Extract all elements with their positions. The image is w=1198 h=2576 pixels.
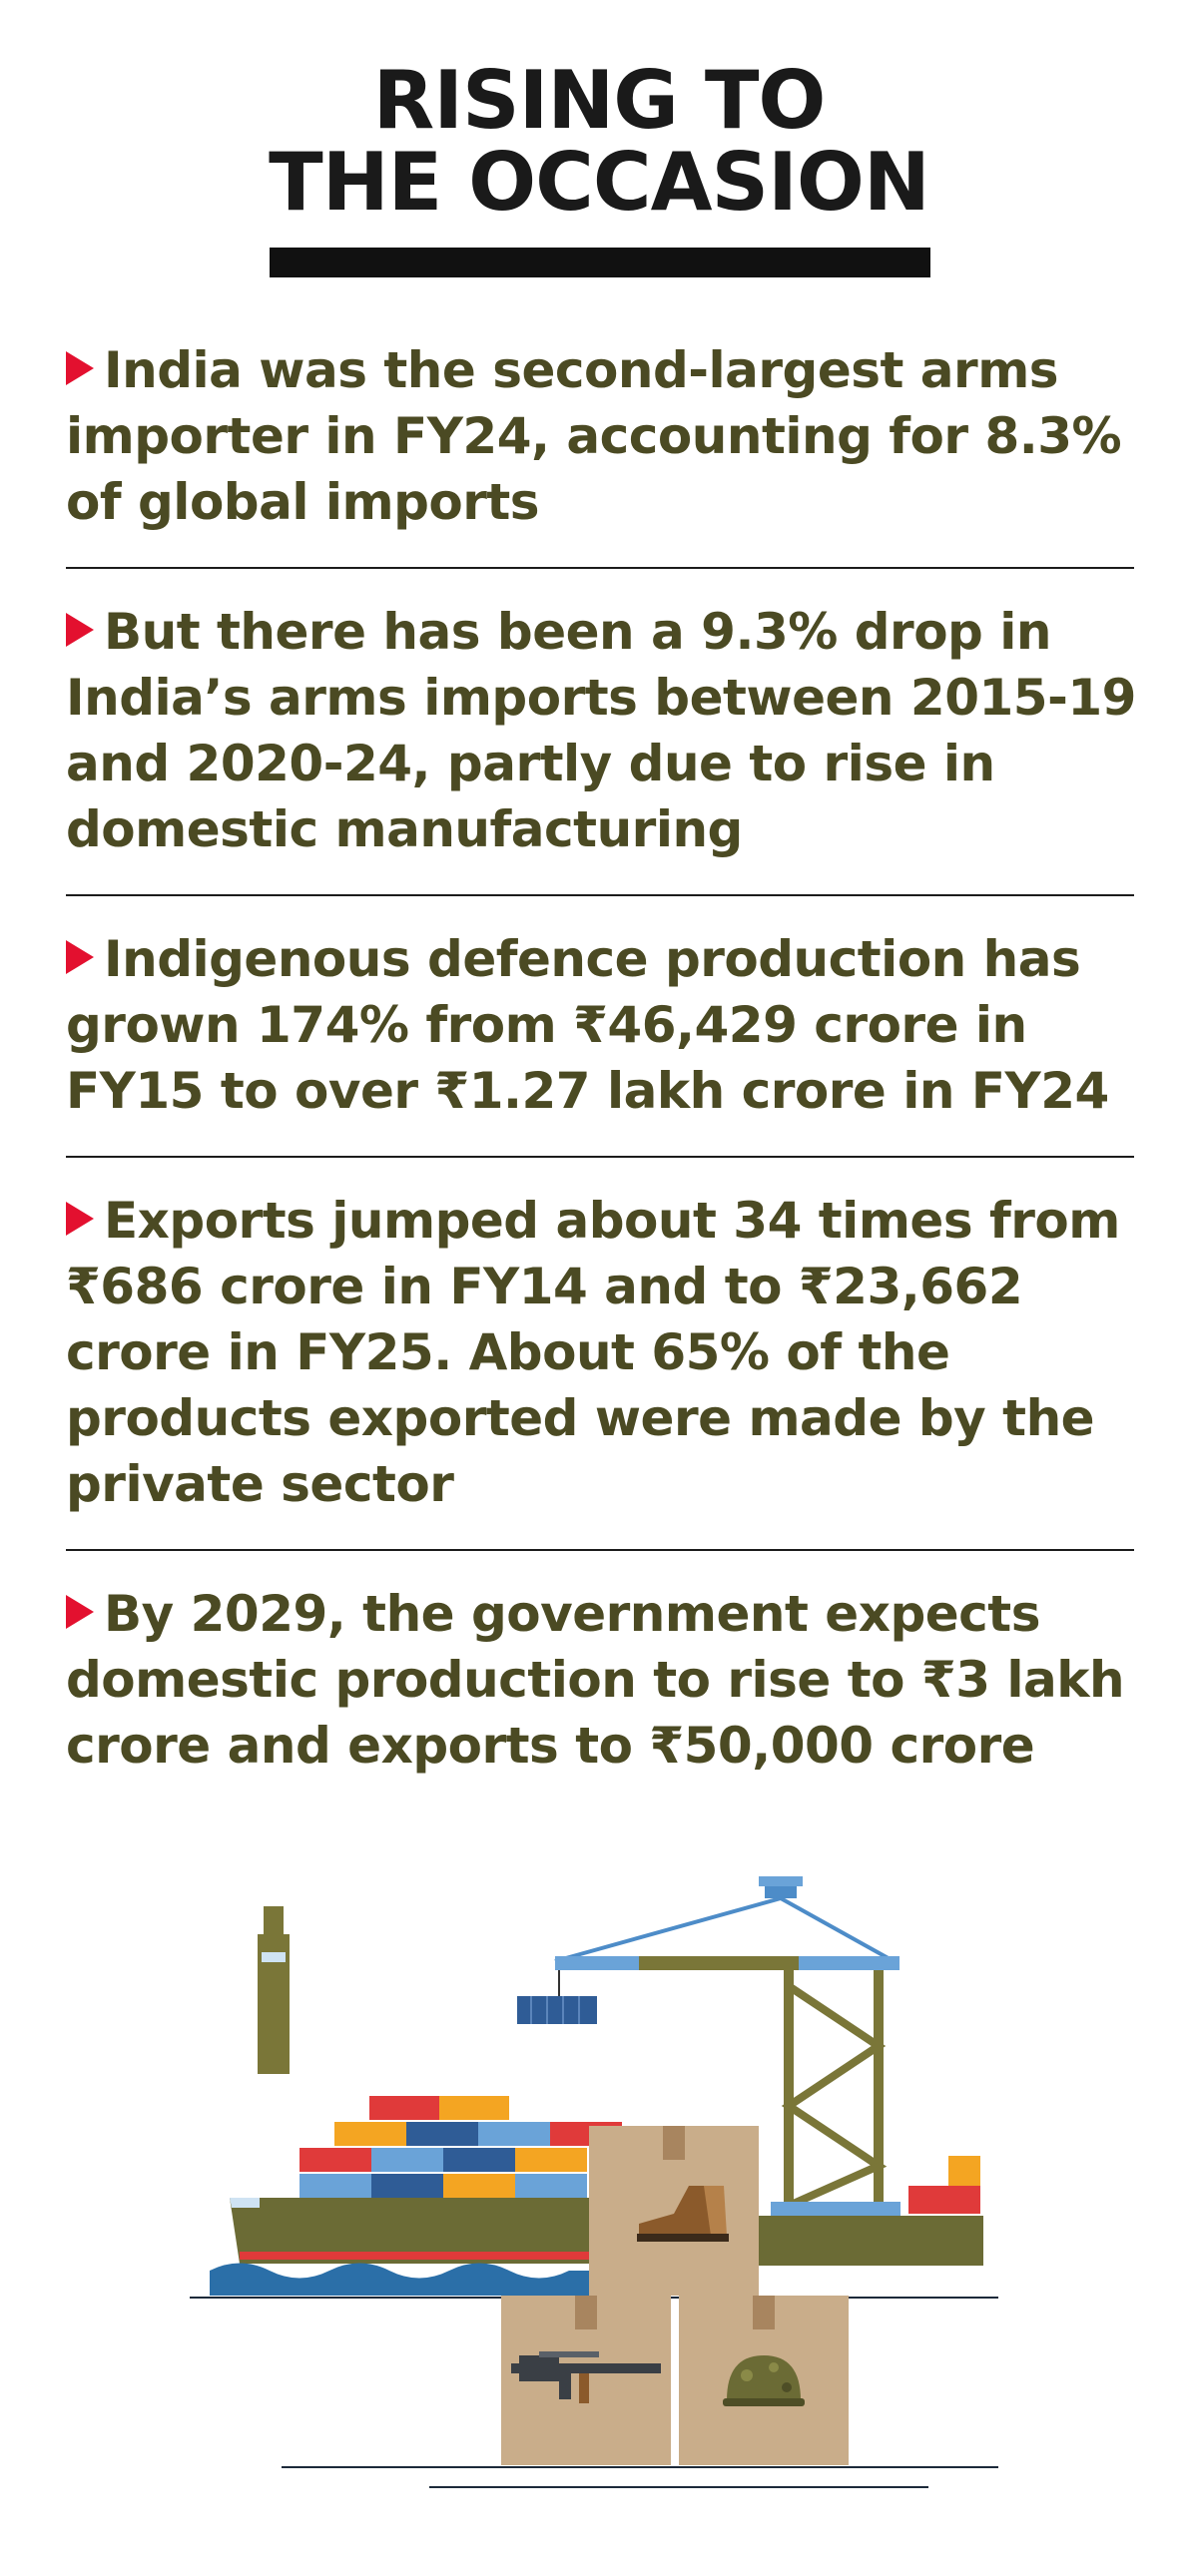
page-title: RISING TO THE OCCASION <box>0 60 1198 224</box>
rifle-icon <box>511 2351 661 2403</box>
cargo-ship-icon <box>230 1906 622 2264</box>
divider <box>66 894 1134 896</box>
boot-icon <box>637 2186 729 2242</box>
helmet-icon <box>723 2355 805 2406</box>
port-illustration <box>190 1876 998 2488</box>
fact-item: India was the second-largest arms import… <box>66 337 1138 535</box>
divider <box>66 1156 1134 1158</box>
bullet-triangle-icon <box>66 1595 94 1629</box>
bullet-triangle-icon <box>66 940 94 974</box>
port-crane-icon <box>517 1876 900 2216</box>
fact-text: Exports jumped about 34 times from ₹686 … <box>66 1192 1120 1513</box>
box-icon <box>589 2126 759 2296</box>
box-icon <box>679 2296 849 2465</box>
box-icon <box>501 2296 671 2465</box>
bullet-triangle-icon <box>66 1202 94 1236</box>
divider <box>66 1549 1134 1551</box>
title-underline-bar <box>270 248 930 277</box>
title-line-2: THE OCCASION <box>269 136 930 229</box>
fact-item: Exports jumped about 34 times from ₹686 … <box>66 1188 1138 1517</box>
fact-text: Indigenous defence production has grown … <box>66 930 1109 1120</box>
divider <box>66 567 1134 569</box>
bullet-triangle-icon <box>66 351 94 385</box>
title-line-1: RISING TO <box>372 54 827 147</box>
water <box>210 2263 589 2296</box>
fact-item: But there has been a 9.3% drop in India’… <box>66 599 1138 862</box>
fact-text: By 2029, the government expects domestic… <box>66 1585 1125 1775</box>
shipping-container-icon <box>517 1996 597 2024</box>
fact-text: India was the second-largest arms import… <box>66 341 1122 531</box>
fact-item: By 2029, the government expects domestic… <box>66 1581 1138 1779</box>
fact-item: Indigenous defence production has grown … <box>66 926 1138 1124</box>
bullet-triangle-icon <box>66 613 94 647</box>
dock <box>754 2216 983 2266</box>
fact-text: But there has been a 9.3% drop in India’… <box>66 603 1136 858</box>
